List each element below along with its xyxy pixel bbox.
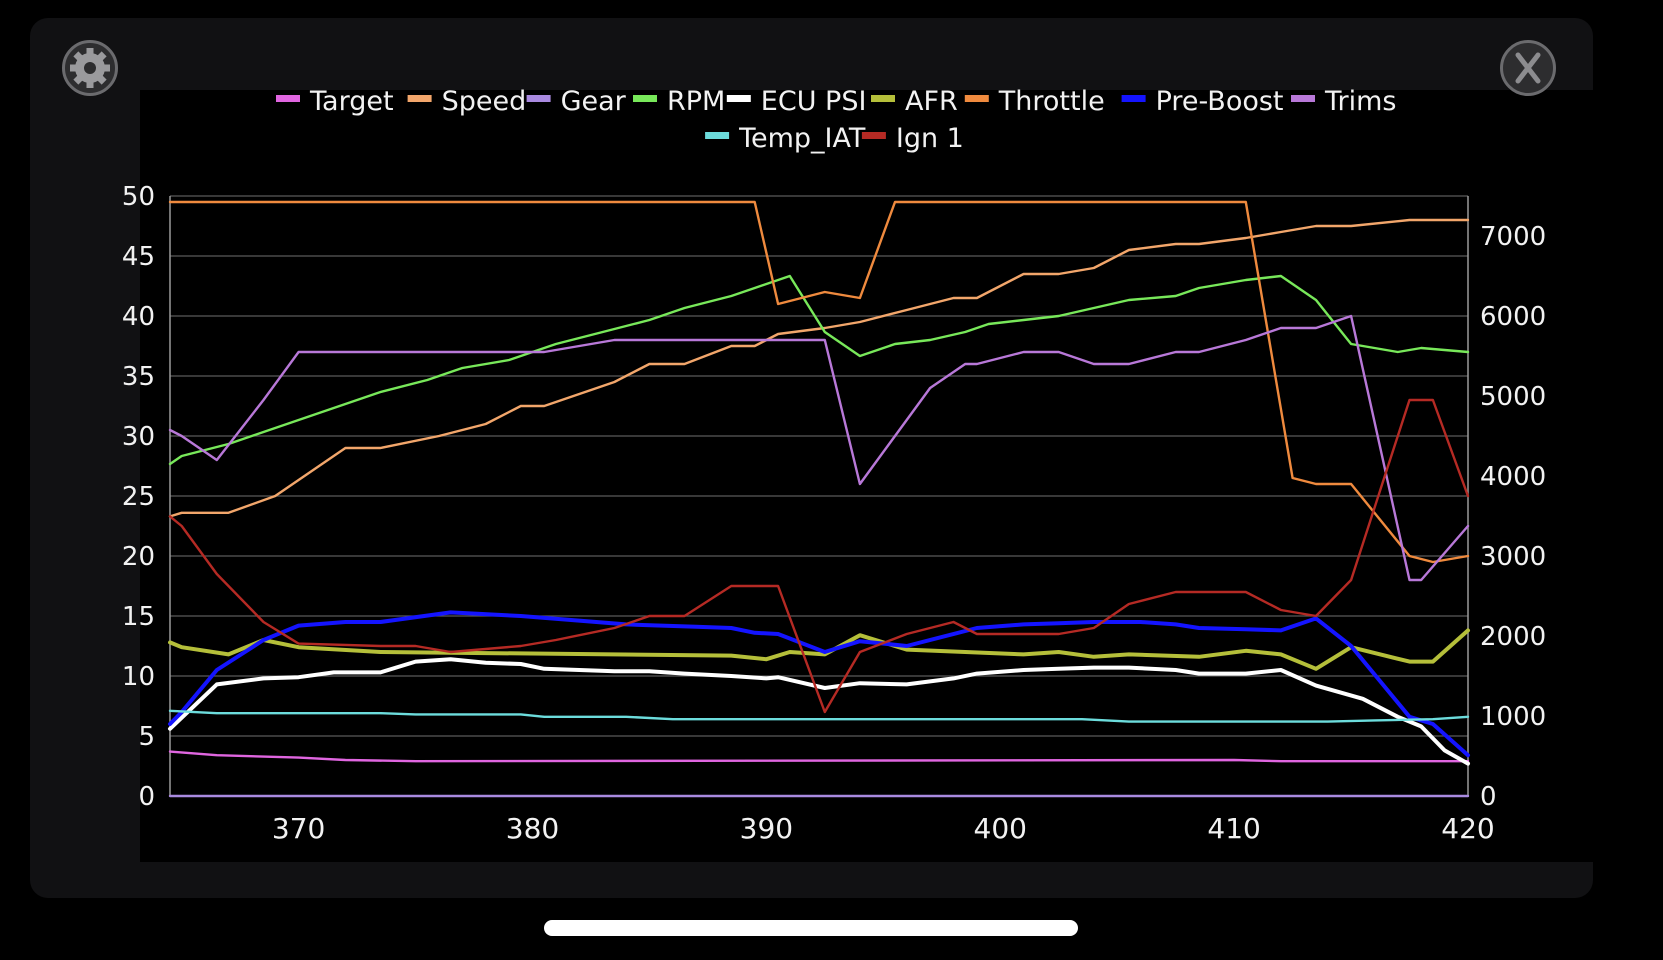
x-tick-label: 390	[740, 812, 793, 845]
legend-item: Temp_IAT	[705, 123, 866, 154]
y-right-tick-label: 1000	[1480, 702, 1546, 732]
chart-area	[140, 90, 1595, 862]
legend-label: Temp_IAT	[738, 123, 866, 154]
legend-swatch	[407, 95, 432, 102]
legend-label: ECU PSI	[761, 86, 867, 117]
y-left-tick-label: 50	[122, 182, 155, 212]
legend-item: Target	[276, 86, 394, 117]
legend-item: RPM	[633, 86, 725, 117]
chart-panel	[30, 18, 1595, 898]
legend-swatch	[871, 95, 895, 102]
y-right-tick-label: 6000	[1480, 302, 1546, 332]
series-line-rpm	[168, 274, 1470, 466]
legend-label: Ign 1	[896, 123, 964, 154]
series-line-temp-iat	[168, 709, 1470, 723]
series-line-afr	[168, 628, 1470, 671]
series-line-throttle	[168, 200, 1470, 564]
legend-swatch	[726, 95, 751, 102]
series-line-trims	[168, 314, 1470, 582]
x-tick-label: 370	[272, 812, 325, 845]
series-line-ign-1	[168, 398, 1470, 714]
legend-swatch	[526, 95, 551, 102]
legend-item: Trims	[1291, 86, 1397, 117]
y-left-tick-label: 20	[122, 542, 155, 572]
legend-swatch	[705, 132, 730, 139]
y-left-tick-label: 10	[122, 662, 155, 692]
legend-item: ECU PSI	[726, 86, 867, 117]
legend-swatch	[1291, 95, 1315, 102]
legend-label: Pre-Boost	[1156, 86, 1284, 117]
legend-swatch	[964, 95, 989, 102]
legend-label: Target	[309, 86, 394, 117]
x-tick-label: 410	[1207, 812, 1260, 845]
y-left-tick-label: 15	[122, 602, 155, 632]
legend-item: Pre-Boost	[1121, 86, 1284, 117]
y-right-tick-label: 0	[1480, 782, 1497, 812]
legend-label: Trims	[1324, 86, 1397, 117]
series-line-target	[168, 750, 1470, 763]
legend-item: AFR	[871, 86, 958, 117]
legend-label: Throttle	[998, 86, 1105, 117]
legend-item: Speed	[407, 86, 527, 117]
series-layer	[168, 200, 1470, 798]
settings-button[interactable]	[62, 40, 118, 96]
legend: Target Speed Gear RPM ECU PSI AFR Throttle Pre-…	[276, 86, 1397, 154]
y-left-tick-label: 40	[122, 302, 155, 332]
x-tick-label: 400	[974, 812, 1027, 845]
series-line-ecu-psi	[168, 657, 1470, 766]
legend-label: RPM	[667, 86, 725, 117]
legend-swatch	[633, 95, 657, 102]
y-left-tick-label: 30	[122, 422, 155, 452]
legend-item: Ign 1	[861, 123, 964, 154]
legend-item: Throttle	[964, 86, 1105, 117]
y-right-tick-label: 2000	[1480, 622, 1546, 652]
grid	[169, 195, 1469, 797]
legend-swatch	[276, 95, 300, 102]
legend-label: Speed	[442, 86, 527, 117]
x-tick-label: 380	[506, 812, 559, 845]
x-tick-label: 420	[1441, 812, 1494, 845]
legend-swatch	[861, 132, 886, 139]
y-right-tick-label: 5000	[1480, 382, 1546, 412]
legend-label: Gear	[561, 86, 627, 117]
y-right-tick-label: 4000	[1480, 462, 1546, 492]
close-button[interactable]	[1500, 40, 1556, 96]
y-left-tick-label: 35	[122, 362, 155, 392]
legend-item: Gear	[526, 86, 627, 117]
y-left-tick-label: 5	[138, 722, 155, 752]
legend-label: AFR	[905, 86, 958, 117]
series-line-pre-boost	[168, 610, 1470, 758]
y-left-tick-label: 25	[122, 482, 155, 512]
gear-icon	[70, 48, 110, 88]
y-right-tick-label: 3000	[1480, 542, 1546, 572]
y-left-tick-label: 45	[122, 242, 155, 272]
legend-swatch	[1121, 95, 1146, 102]
series-line-speed	[168, 218, 1470, 518]
axes: 0 5 10 15 20 25 30 35 40 45 50 0 1000 2000 3000 4000 500…	[122, 182, 1546, 845]
home-indicator[interactable]	[544, 920, 1078, 936]
y-left-tick-label: 0	[138, 782, 155, 812]
y-right-tick-label: 7000	[1480, 222, 1546, 252]
close-x-icon	[1515, 52, 1541, 84]
